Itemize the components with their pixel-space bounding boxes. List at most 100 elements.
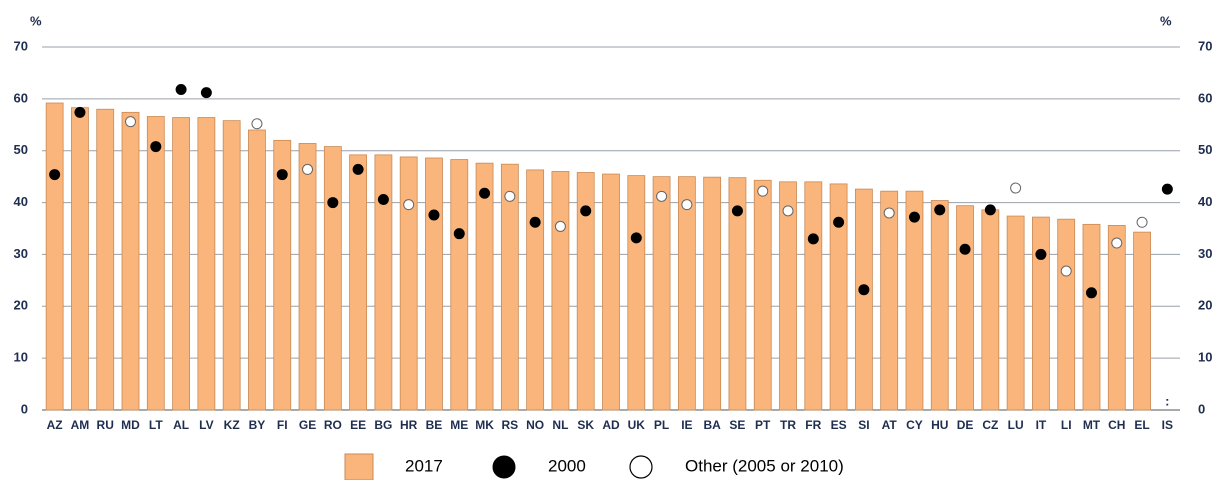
dot-2000: [580, 205, 592, 217]
x-tick-label: AT: [882, 418, 898, 432]
dot-2000: [984, 204, 996, 216]
x-tick-label: AL: [173, 418, 189, 432]
bar: [450, 159, 469, 411]
x-tick-label: MK: [475, 418, 494, 432]
bar: [905, 190, 924, 411]
y2-tick-label: 20: [1198, 298, 1212, 313]
dot-2000: [327, 197, 339, 209]
legend-swatch: [492, 455, 516, 479]
dot-2000: [352, 163, 364, 175]
bar: [1133, 231, 1151, 411]
x-tick-label: HU: [931, 418, 948, 432]
y-tick-label: 70: [14, 38, 28, 53]
bar: [323, 146, 342, 411]
dot-2000: [1085, 287, 1097, 299]
x-tick-label: SK: [577, 418, 594, 432]
legend-label: Other (2005 or 2010): [685, 456, 844, 475]
bar: [1032, 216, 1050, 411]
bar: [854, 188, 873, 411]
x-tick-label: UK: [628, 418, 646, 432]
dot-2000: [529, 216, 541, 228]
bar: [374, 154, 393, 411]
dot-2000: [959, 243, 971, 255]
y2-tick-label: 70: [1198, 38, 1212, 53]
dot-2000: [731, 205, 743, 217]
x-tick-label: AM: [71, 418, 90, 432]
bar: [1006, 215, 1025, 411]
bar: [728, 177, 747, 411]
bar: [273, 139, 292, 411]
dot-2000: [934, 204, 946, 216]
bar: [349, 154, 368, 411]
dot-other: [403, 199, 415, 211]
dot-2000: [858, 284, 870, 296]
x-tick-label: IS: [1162, 418, 1173, 432]
dot-2000: [453, 228, 465, 240]
bar: [829, 183, 848, 411]
x-tick-label: CH: [1108, 418, 1125, 432]
x-tick-label: RU: [97, 418, 114, 432]
y2-axis-label: %: [1160, 13, 1172, 28]
bar: [172, 117, 190, 411]
bar: [551, 171, 570, 411]
x-tick-label: MT: [1083, 418, 1101, 432]
bar: [45, 102, 64, 411]
dot-2000: [49, 169, 61, 181]
x-tick-label: NO: [526, 418, 544, 432]
bar: [475, 162, 494, 411]
dot-other: [757, 185, 769, 197]
legend-label: 2000: [548, 456, 586, 475]
bar: [425, 157, 443, 411]
x-tick-label: BY: [249, 418, 266, 432]
x-tick-label: LU: [1008, 418, 1024, 432]
dot-other: [1111, 237, 1123, 249]
bar: [146, 116, 165, 411]
dot-2000: [150, 141, 162, 153]
bar: [71, 107, 89, 411]
bar: [399, 156, 418, 411]
x-tick-label: DE: [957, 418, 974, 432]
dot-other: [554, 220, 566, 232]
y-axis-label: %: [30, 13, 42, 28]
bar: [956, 205, 974, 411]
x-tick-label: PT: [755, 418, 771, 432]
dot-other: [1010, 182, 1022, 194]
x-tick-label: GE: [299, 418, 316, 432]
bar: [930, 200, 949, 411]
x-tick-label: SE: [729, 418, 745, 432]
dot-other: [125, 116, 137, 128]
legend-label: 2017: [405, 456, 443, 475]
y-tick-label: 20: [14, 298, 28, 313]
y-tick-label: 50: [14, 142, 28, 157]
bar: [627, 175, 646, 411]
bar: [703, 176, 722, 411]
y2-tick-label: 0: [1198, 401, 1205, 416]
x-tick-label: HR: [400, 418, 418, 432]
x-tick-label: BG: [374, 418, 392, 432]
y-tick-label: 30: [14, 246, 28, 261]
x-tick-label: FI: [277, 418, 288, 432]
dot-2000: [276, 169, 288, 181]
dot-other: [782, 205, 794, 217]
x-tick-label: EE: [350, 418, 366, 432]
y-tick-label: 40: [14, 194, 28, 209]
bar: [1107, 224, 1126, 411]
dot-other: [883, 207, 895, 219]
bar: [1082, 223, 1101, 411]
x-tick-label: BA: [703, 418, 721, 432]
x-tick-label: BE: [426, 418, 443, 432]
dot-2000: [1035, 248, 1047, 260]
x-tick-label: CZ: [982, 418, 998, 432]
y-tick-label: 0: [21, 401, 28, 416]
dot-2000: [200, 87, 212, 99]
dot-2000: [630, 232, 642, 244]
y2-tick-label: 30: [1198, 246, 1212, 261]
dot-other: [1060, 265, 1072, 277]
bar: [121, 111, 140, 411]
x-tick-label: EL: [1134, 418, 1149, 432]
x-tick-label: LI: [1061, 418, 1072, 432]
dot-2000: [807, 233, 819, 245]
x-tick-label: TR: [780, 418, 796, 432]
x-tick-label: IE: [681, 418, 692, 432]
